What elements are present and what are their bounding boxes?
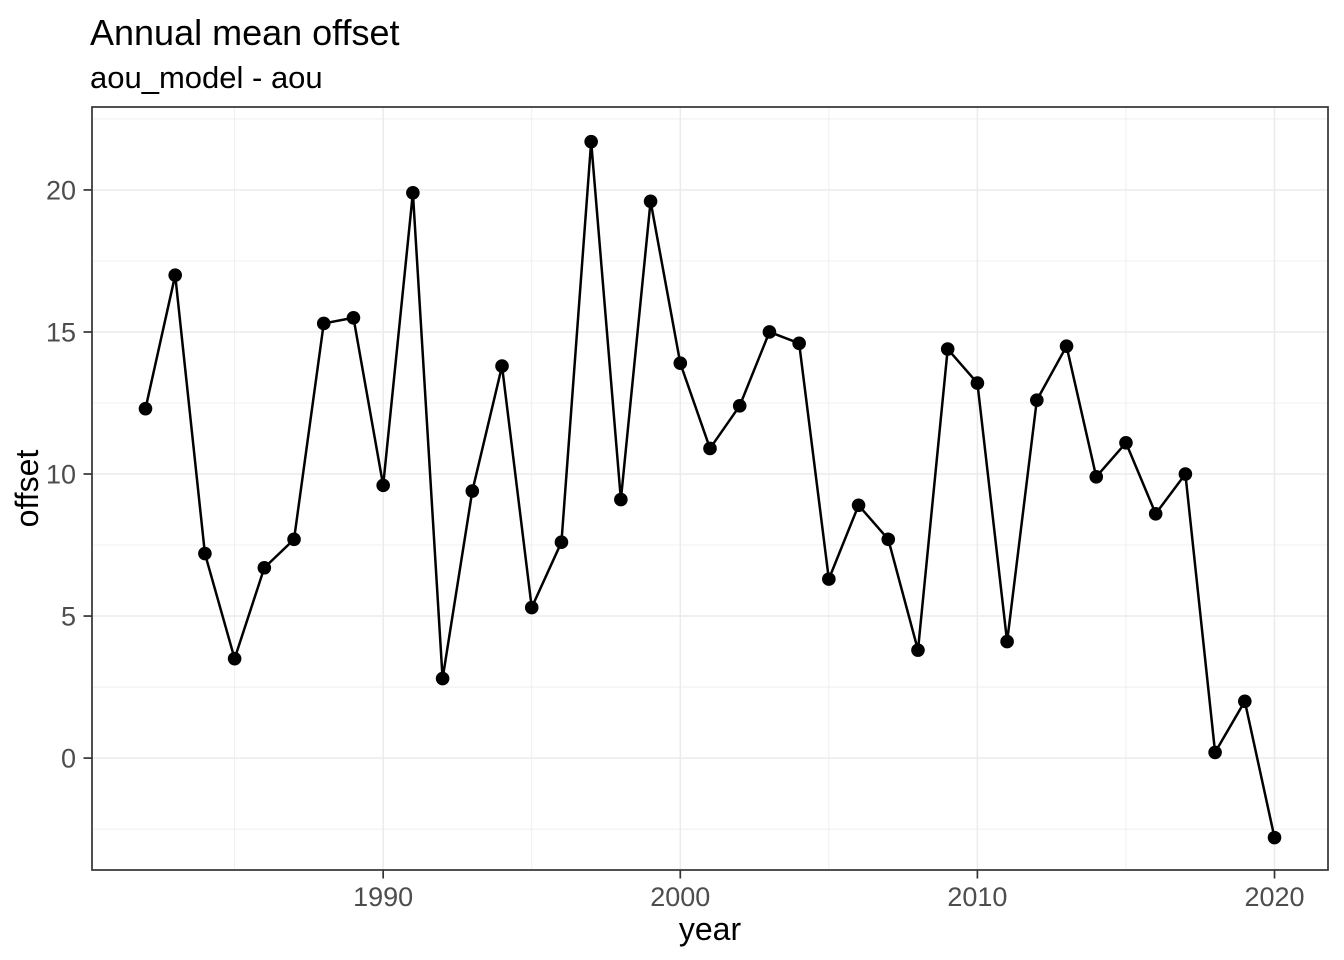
data-point	[643, 194, 658, 209]
y-tick-label: 0	[61, 744, 76, 774]
data-point	[584, 134, 598, 149]
data-point	[495, 359, 509, 373]
y-tick-label: 15	[46, 317, 76, 347]
data-point	[970, 376, 985, 390]
x-tick-label: 2020	[1244, 882, 1304, 912]
data-point	[940, 342, 955, 356]
data-point	[257, 560, 272, 575]
x-tick-label: 2000	[650, 882, 710, 912]
data-point	[138, 401, 153, 416]
data-point	[703, 441, 717, 456]
data-point	[554, 535, 569, 549]
data-point	[346, 310, 361, 325]
data-point	[851, 498, 866, 513]
chart-title: Annual mean offset	[90, 12, 400, 53]
data-point	[198, 546, 212, 561]
data-point	[1030, 393, 1044, 407]
data-point	[792, 336, 806, 351]
data-point	[168, 268, 182, 282]
data-point	[911, 643, 925, 657]
plot-panel-border	[91, 106, 1329, 871]
data-point	[376, 478, 390, 493]
x-axis-title: year	[679, 911, 742, 947]
gridlines	[92, 107, 1328, 870]
axis-tick-marks	[83, 189, 1276, 879]
data-point	[406, 185, 420, 200]
data-point	[316, 316, 331, 331]
data-point	[732, 399, 747, 413]
y-tick-label: 20	[46, 175, 76, 205]
data-point	[762, 325, 777, 339]
data-series	[138, 134, 1282, 845]
data-point	[1059, 339, 1074, 353]
x-tick-label: 2010	[947, 882, 1007, 912]
data-point	[1000, 634, 1014, 649]
data-point	[1119, 435, 1133, 450]
data-point	[1089, 470, 1104, 484]
data-point	[1267, 830, 1282, 845]
y-tick-label: 10	[46, 460, 76, 490]
data-point	[287, 532, 301, 547]
axis-tick-labels: 1990 2000 2010 2020 0 5 10 15 20	[46, 175, 1305, 912]
data-point	[227, 651, 242, 666]
data-point	[614, 492, 628, 507]
data-point	[673, 356, 688, 371]
data-point	[524, 600, 539, 615]
data-point	[881, 532, 896, 547]
data-point	[465, 484, 480, 498]
y-axis-title: offset	[9, 450, 45, 528]
chart-subtitle: aou_model - aou	[90, 60, 323, 95]
data-point	[1148, 506, 1163, 521]
data-point	[435, 671, 450, 686]
data-point	[822, 572, 836, 586]
data-point	[1208, 745, 1222, 760]
series-line	[144, 140, 1276, 839]
data-point	[1238, 694, 1252, 709]
data-point	[1178, 467, 1193, 481]
y-tick-label: 5	[61, 602, 76, 632]
x-tick-label: 1990	[353, 882, 413, 912]
